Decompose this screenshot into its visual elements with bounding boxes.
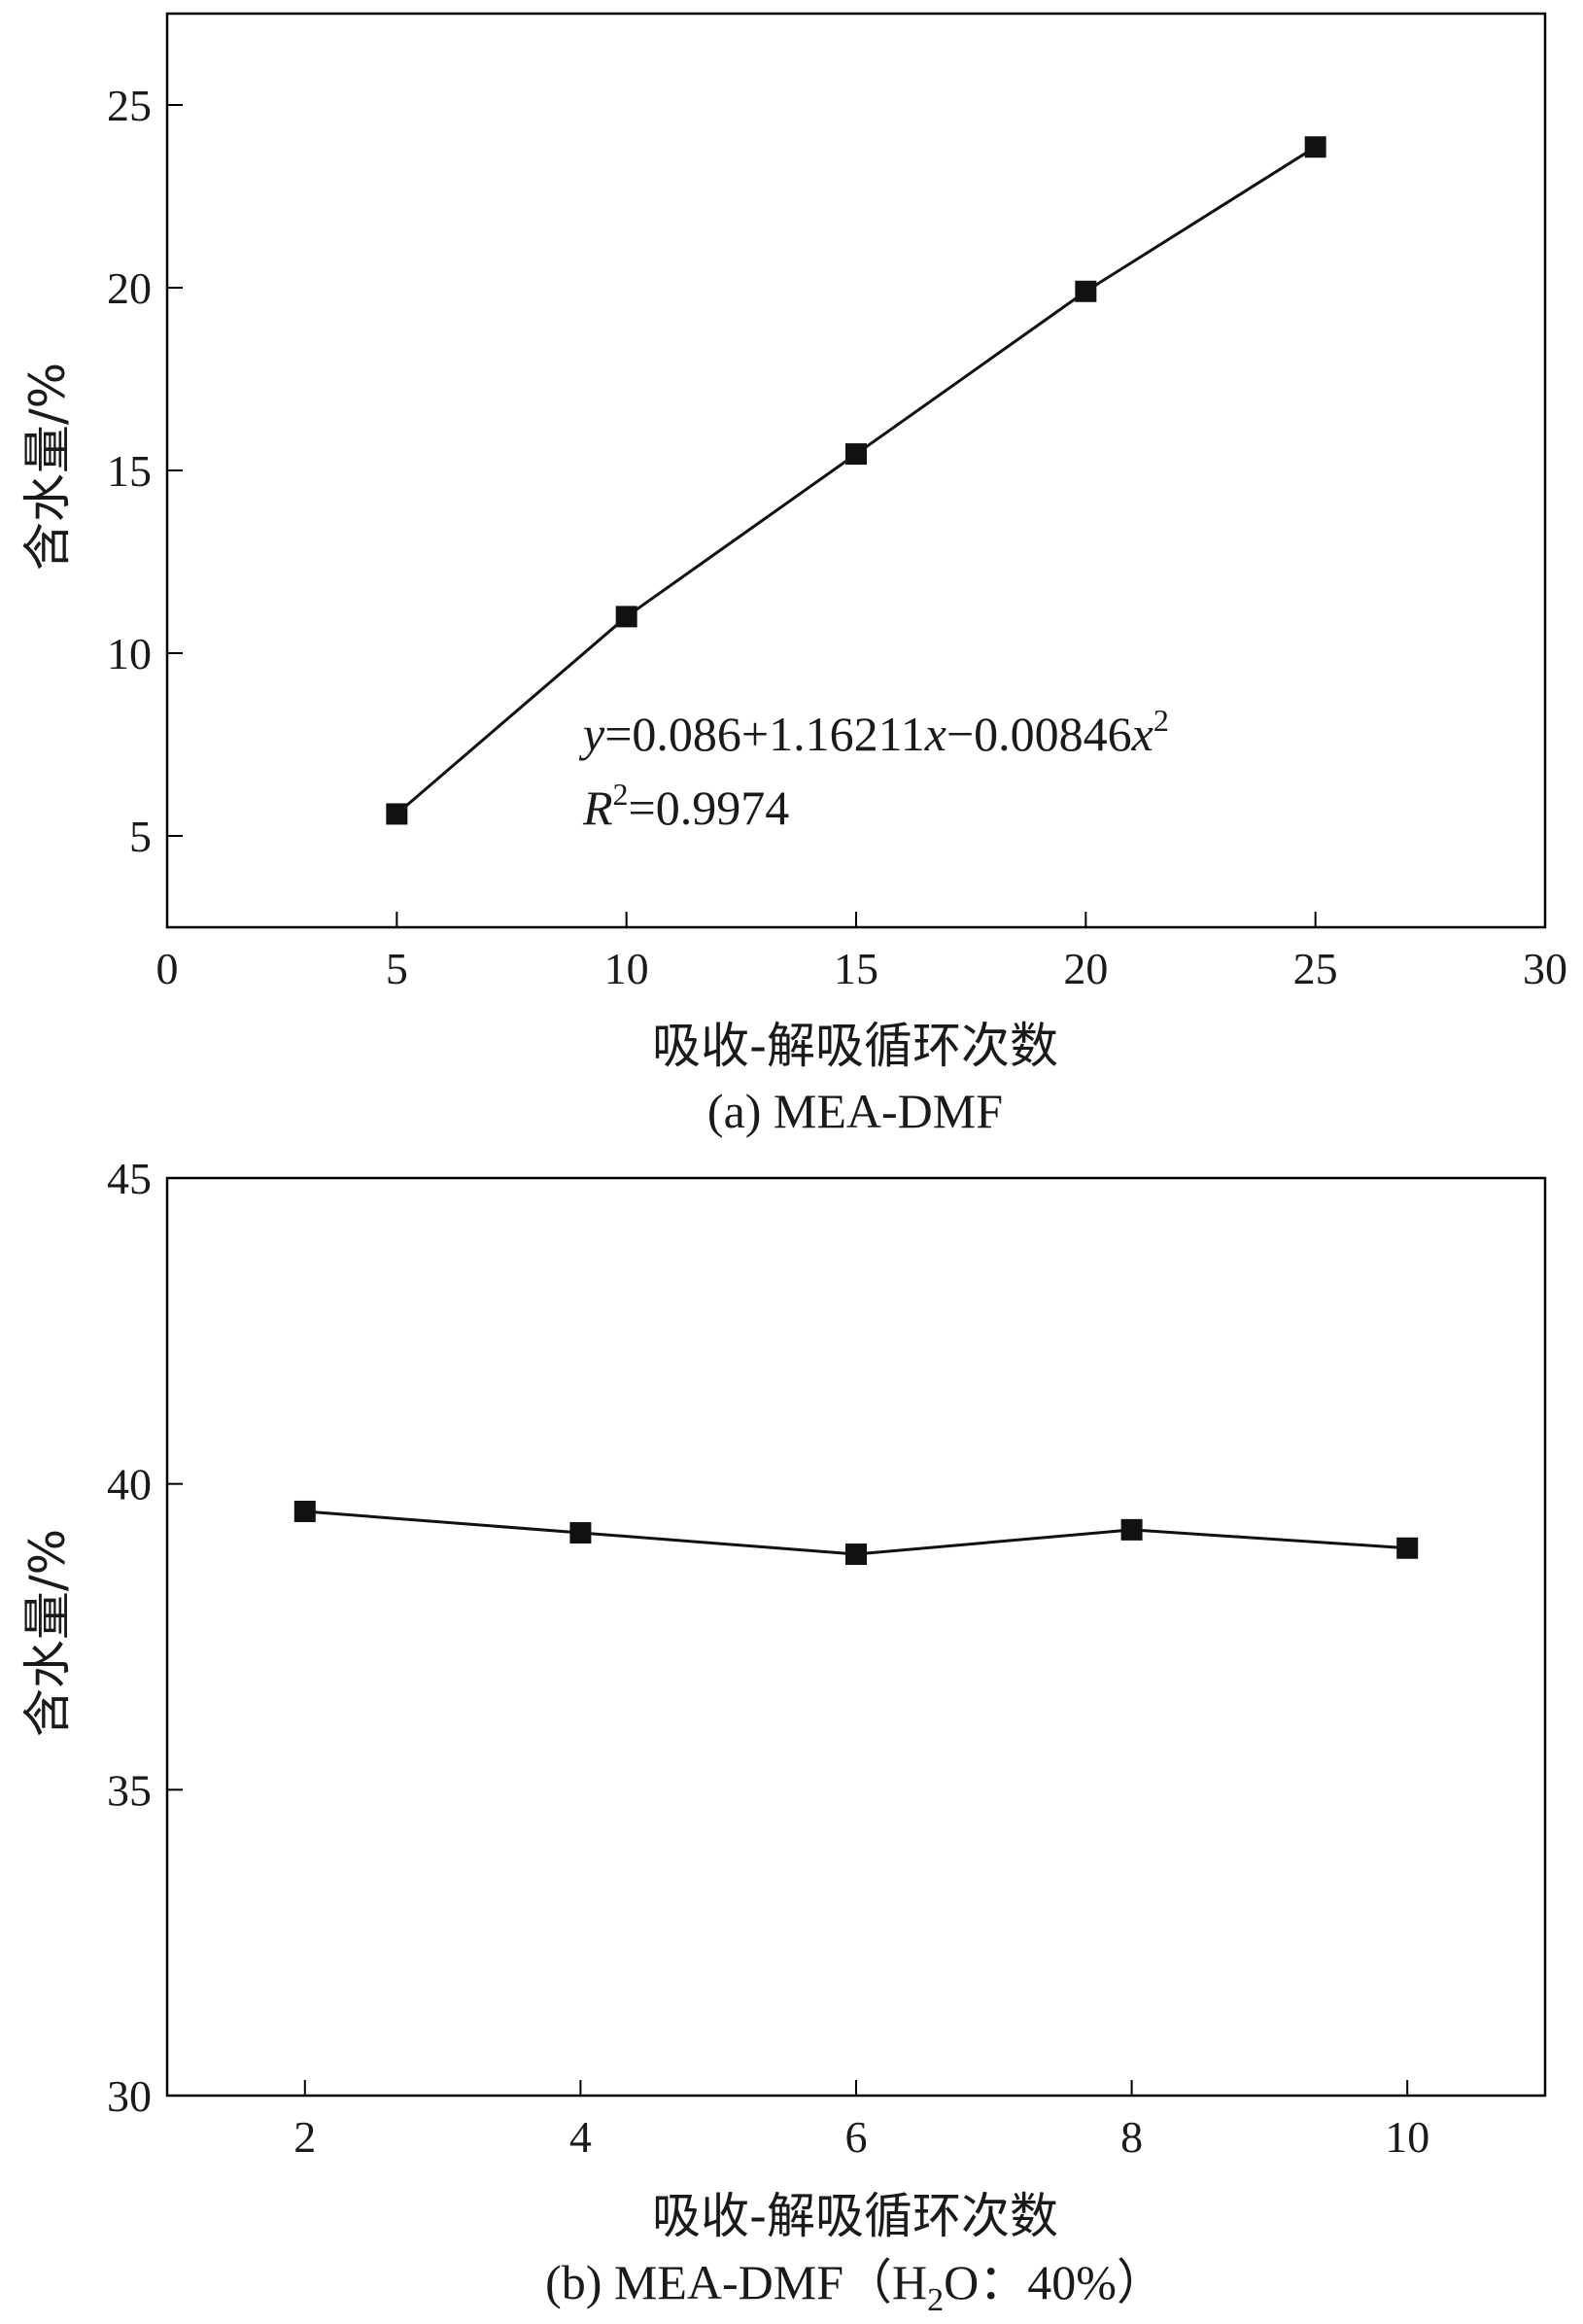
y-tick-label-b-1: 35 — [107, 1765, 152, 1815]
eq-body-2: −0.00846 — [946, 707, 1132, 761]
eq-x-var-1: x — [924, 707, 946, 761]
x-tick-label-b-1: 4 — [569, 2112, 592, 2162]
y-axis-label-b: 含水量/% — [19, 1529, 76, 1737]
y-tick-label-b-0: 30 — [107, 2071, 152, 2121]
x-axis-label-a: 吸收-解吸循环次数 — [652, 1018, 1058, 1074]
y-tick-label-b-2: 40 — [107, 1460, 152, 1509]
data-point-a-3 — [1075, 280, 1097, 302]
y-tick-label-a-2: 15 — [107, 446, 152, 496]
x-tick-label-b-3: 8 — [1120, 2112, 1143, 2162]
data-point-b-0 — [293, 1500, 316, 1522]
x-axis-label-b: 吸收-解吸循环次数 — [652, 2188, 1058, 2244]
plot-frame-a — [165, 12, 1547, 929]
data-point-b-3 — [1120, 1518, 1143, 1541]
x-tick-label-a-3: 15 — [834, 944, 878, 993]
x-tick-label-a-6: 30 — [1523, 944, 1567, 993]
series-markers-a — [386, 136, 1326, 825]
x-tick-label-b-4: 10 — [1385, 2112, 1429, 2162]
data-point-a-4 — [1304, 136, 1326, 158]
y-tick-label-a-4: 25 — [107, 81, 152, 130]
x-ticks-a: 0 5 10 15 20 25 30 — [156, 912, 1567, 993]
x-tick-label-a-5: 25 — [1293, 944, 1338, 993]
series-markers-b — [293, 1500, 1419, 1566]
data-point-a-0 — [386, 803, 408, 825]
y-axis-label-a: 含水量/% — [19, 363, 76, 571]
x-tick-label-b-2: 6 — [845, 2112, 868, 2162]
r-value: =0.9974 — [629, 780, 790, 835]
fit-equation: y=0.086+1.16211x−0.00846x2 — [578, 703, 1169, 761]
data-point-a-1 — [615, 606, 637, 628]
data-point-a-2 — [845, 443, 867, 466]
x-tick-label-a-2: 10 — [604, 944, 649, 993]
data-point-b-4 — [1396, 1537, 1419, 1559]
eq-x-var-2: x — [1131, 707, 1153, 761]
y-tick-label-a-3: 20 — [107, 263, 152, 313]
caption-b-post: O：40%） — [944, 2255, 1165, 2309]
x-tick-label-a-1: 5 — [386, 944, 408, 993]
eq-body-1: =0.086+1.16211 — [604, 707, 925, 761]
y-tick-label-b-3: 45 — [107, 1154, 152, 1203]
eq-superscript: 2 — [1153, 703, 1169, 738]
r-superscript: 2 — [613, 777, 629, 812]
caption-b: (b) MEA-DMF（H2O：40%） — [545, 2255, 1165, 2318]
eq-y-var: y — [578, 707, 605, 761]
caption-b-sub: 2 — [927, 2282, 944, 2318]
y-tick-label-a-0: 5 — [129, 812, 152, 861]
plot-frame-b — [165, 1176, 1547, 2098]
caption-b-pre: (b) MEA-DMF（H — [545, 2255, 927, 2309]
data-point-b-2 — [845, 1544, 867, 1566]
x-ticks-b: 2 4 6 8 10 — [293, 2080, 1429, 2162]
y-ticks-a: 5 10 15 20 25 — [107, 81, 183, 861]
r-var: R — [582, 780, 613, 835]
r-squared: R2=0.9974 — [582, 777, 789, 835]
panel-b: 2 4 6 8 10 30 35 40 45 吸收-解吸循环次数 含水量/% (b) MEA-… — [19, 1154, 1547, 2318]
data-point-b-1 — [569, 1522, 592, 1544]
caption-a: (a) MEA-DMF — [707, 1084, 1003, 1138]
x-tick-label-a-4: 20 — [1063, 944, 1108, 993]
y-tick-label-a-1: 10 — [107, 629, 152, 678]
x-tick-label-b-0: 2 — [293, 2112, 316, 2162]
x-tick-label-a-0: 0 — [156, 944, 179, 993]
y-ticks-b: 30 35 40 45 — [107, 1154, 183, 2121]
